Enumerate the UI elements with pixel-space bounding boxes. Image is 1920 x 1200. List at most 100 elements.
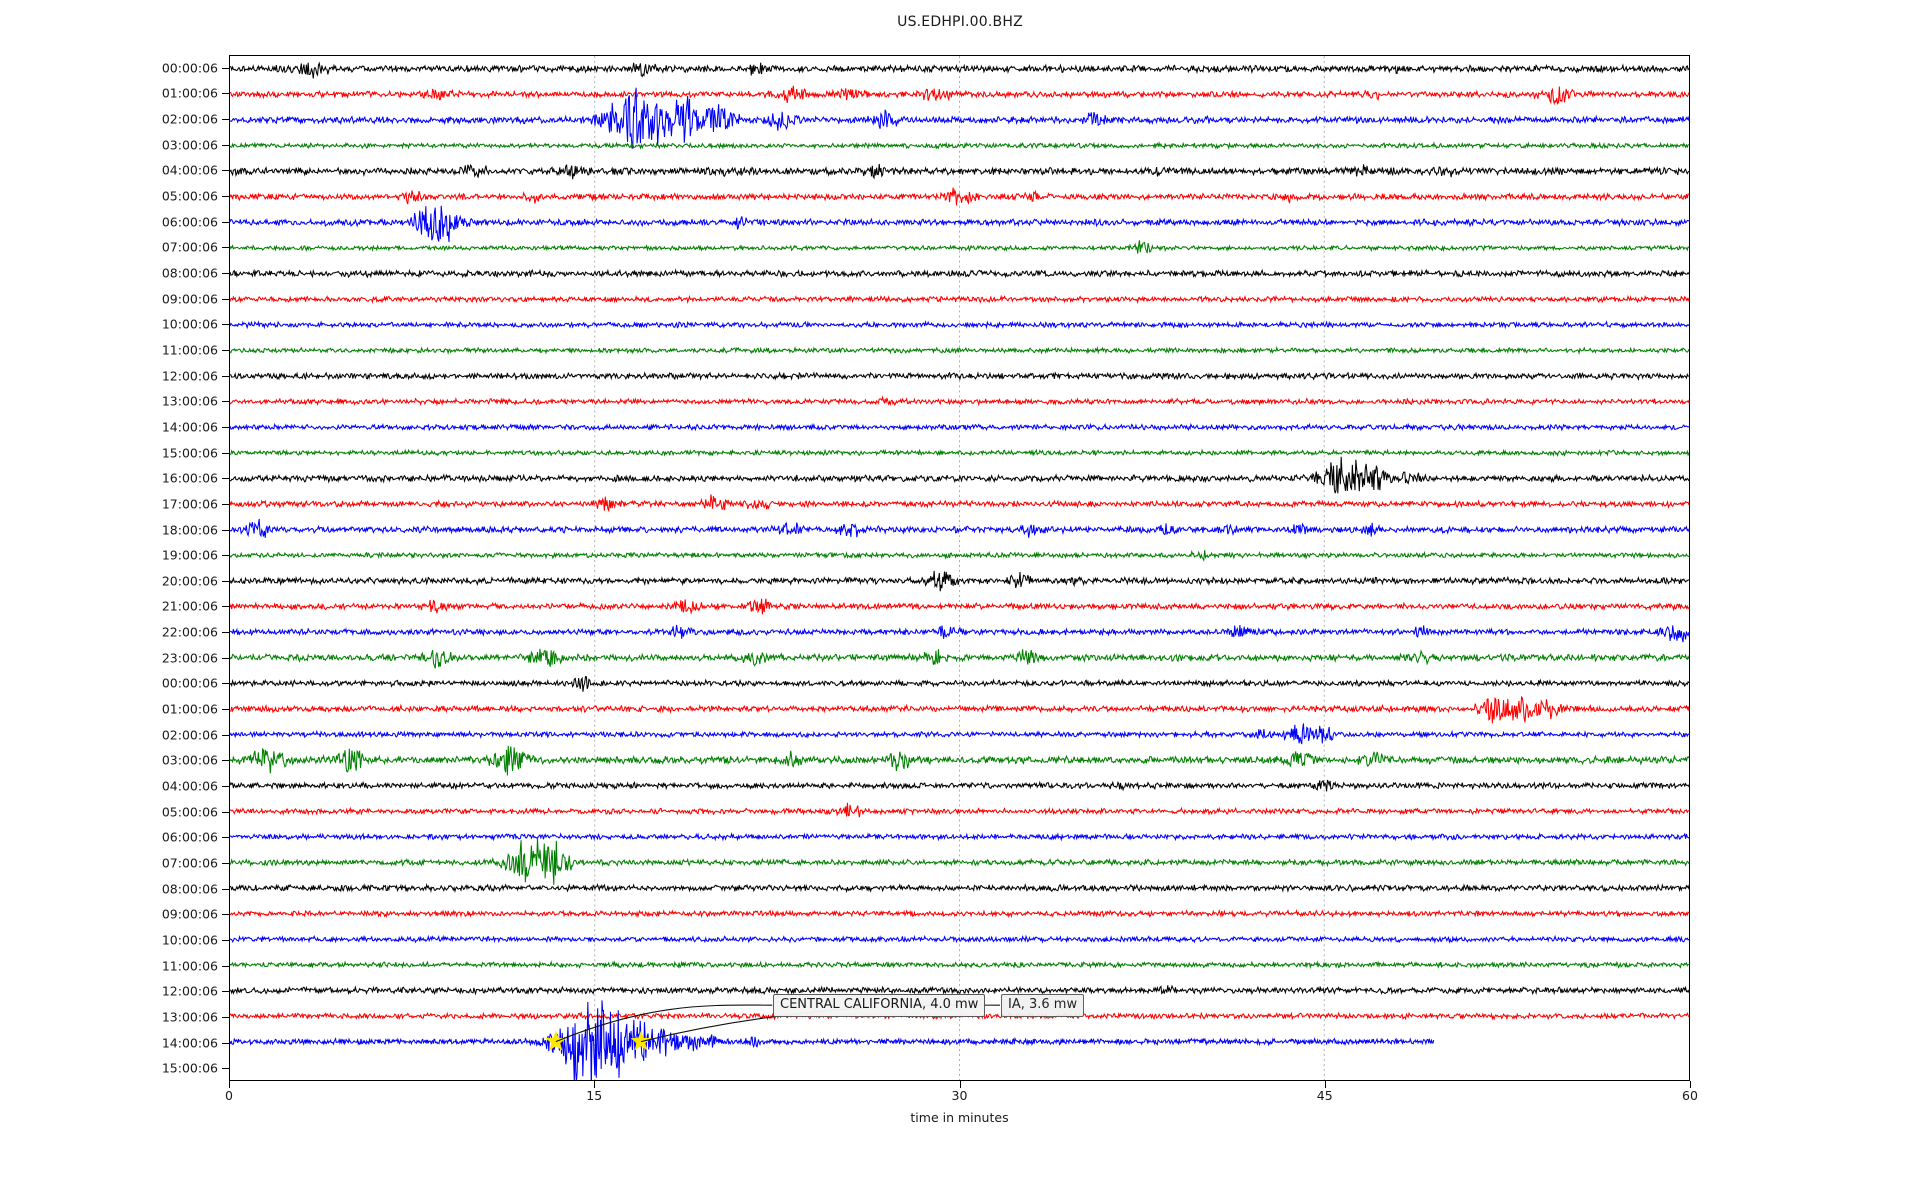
waveform-trace xyxy=(230,422,1689,432)
waveform-trace xyxy=(230,345,1689,355)
y-axis-tick-label: 13:00:06 xyxy=(161,1009,218,1025)
waveform-trace xyxy=(230,779,1689,792)
y-axis-tick-mark xyxy=(222,1042,229,1044)
waveform-trace xyxy=(230,648,1689,669)
waveform-trace xyxy=(230,294,1689,305)
waveform-trace xyxy=(230,163,1689,180)
y-axis-tick-mark xyxy=(222,606,229,608)
x-axis-tick-label: 15 xyxy=(586,1088,603,1103)
y-axis-tick-mark xyxy=(222,811,229,813)
y-axis-tick-label: 00:00:06 xyxy=(161,60,218,76)
y-axis-tick-mark xyxy=(222,1068,229,1070)
waveform-trace xyxy=(230,187,1689,206)
waveform-trace xyxy=(230,624,1689,643)
waveform-trace xyxy=(230,371,1689,382)
y-axis-tick-label: 12:00:06 xyxy=(161,983,218,999)
y-axis-tick-mark xyxy=(222,555,229,557)
waveform-trace xyxy=(230,87,1689,149)
waveform-trace xyxy=(230,448,1689,458)
y-axis-tick-label: 16:00:06 xyxy=(161,470,218,486)
y-axis-tick-mark xyxy=(222,170,229,172)
annotation-arrow xyxy=(555,1004,773,1043)
y-axis-tick-mark xyxy=(222,503,229,505)
y-axis-tick-label: 14:00:06 xyxy=(161,419,218,435)
waveform-trace xyxy=(230,61,1689,79)
waveform-trace xyxy=(230,1000,1435,1080)
y-axis-tick-label: 22:00:06 xyxy=(161,624,218,640)
waveform-trace xyxy=(230,745,1689,776)
y-axis-tick-label: 06:00:06 xyxy=(161,214,218,230)
x-axis-tick-mark xyxy=(229,1081,230,1088)
y-axis-tick-mark xyxy=(222,452,229,454)
waveform-trace xyxy=(230,934,1689,944)
y-axis-tick-mark xyxy=(222,734,229,736)
y-axis-tick-label: 10:00:06 xyxy=(161,316,218,332)
waveform-trace xyxy=(230,723,1689,745)
y-axis-tick-mark xyxy=(222,991,229,993)
y-axis-tick-mark xyxy=(222,196,229,198)
y-axis-tick-label: 23:00:06 xyxy=(161,650,218,666)
waveform-trace xyxy=(230,395,1689,407)
y-axis-tick-mark xyxy=(222,349,229,351)
y-axis-tick-mark xyxy=(222,709,229,711)
x-axis-tick-mark xyxy=(594,1081,596,1088)
x-axis-tick-label: 30 xyxy=(951,1088,968,1103)
y-axis-tick-label: 02:00:06 xyxy=(161,727,218,743)
y-axis-tick-mark xyxy=(222,375,229,377)
y-axis-tick-label: 05:00:06 xyxy=(161,804,218,820)
waveform-trace xyxy=(230,837,1689,885)
y-axis-tick-mark xyxy=(222,67,229,69)
y-axis-tick-label: 09:00:06 xyxy=(161,291,218,307)
y-axis-tick-mark xyxy=(222,914,229,916)
y-axis-tick-label: 15:00:06 xyxy=(161,445,218,461)
y-axis-tick-mark xyxy=(222,144,229,146)
y-axis-tick-label: 20:00:06 xyxy=(161,573,218,589)
y-axis-tick-mark xyxy=(222,862,229,864)
y-axis-tick-mark xyxy=(222,786,229,788)
page-title: US.EDHPI.00.BHZ xyxy=(897,14,1023,30)
y-axis-tick-label: 13:00:06 xyxy=(161,393,218,409)
y-axis-tick-mark xyxy=(222,273,229,275)
waveform-trace xyxy=(230,205,1689,243)
y-axis-tick-label: 06:00:06 xyxy=(161,829,218,845)
y-axis-tick-label: 08:00:06 xyxy=(161,881,218,897)
y-axis-tick-mark xyxy=(222,298,229,300)
star-marker-2 xyxy=(630,1030,652,1051)
y-axis-tick-label: 01:00:06 xyxy=(161,85,218,101)
x-axis-tick-mark xyxy=(959,1081,961,1088)
waveform-trace xyxy=(230,831,1689,842)
y-axis-tick-mark xyxy=(222,657,229,659)
waveform-trace xyxy=(230,570,1689,592)
waveform-trace xyxy=(230,883,1689,894)
y-axis-tick-label: 01:00:06 xyxy=(161,701,218,717)
y-axis-tick-mark xyxy=(222,837,229,839)
y-axis-tick-mark xyxy=(222,221,229,223)
y-axis-tick-mark xyxy=(222,632,229,634)
annotation-arrow xyxy=(640,1004,1000,1043)
y-axis-tick-label: 03:00:06 xyxy=(161,752,218,768)
y-axis-tick-label: 11:00:06 xyxy=(161,342,218,358)
x-axis-label: time in minutes xyxy=(910,1110,1009,1125)
x-axis-tick-mark xyxy=(1690,1081,1691,1088)
y-axis-tick-label: 07:00:06 xyxy=(161,239,218,255)
x-axis-tick-label: 60 xyxy=(1682,1088,1698,1103)
y-axis-tick-label: 07:00:06 xyxy=(161,855,218,871)
waveform-trace xyxy=(230,598,1689,615)
y-axis-tick-label: 08:00:06 xyxy=(161,265,218,281)
waveform-trace xyxy=(230,268,1689,279)
waveform-trace xyxy=(230,802,1689,818)
y-axis-tick-label: 21:00:06 xyxy=(161,598,218,614)
x-axis-tick-label: 0 xyxy=(225,1088,233,1103)
y-axis-tick-label: 17:00:06 xyxy=(161,496,218,512)
y-axis-tick-label: 09:00:06 xyxy=(161,906,218,922)
y-axis-tick-mark xyxy=(222,760,229,762)
waveform-trace xyxy=(230,549,1689,562)
y-axis-tick-mark xyxy=(222,580,229,582)
y-axis-tick-mark xyxy=(222,401,229,403)
waveform-trace xyxy=(230,320,1689,330)
waveform-trace xyxy=(230,494,1689,513)
y-axis-tick-mark xyxy=(222,529,229,531)
y-axis-tick-label: 04:00:06 xyxy=(161,162,218,178)
y-axis-tick-label: 05:00:06 xyxy=(161,188,218,204)
